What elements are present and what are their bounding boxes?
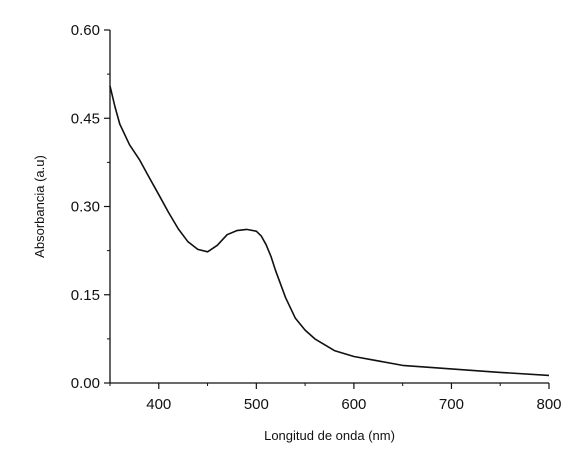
y-tick-label: 0.60 bbox=[71, 22, 100, 39]
y-tick-label: 0.30 bbox=[71, 199, 100, 216]
x-tick-label: 800 bbox=[536, 396, 561, 413]
x-axis-title: Longitud de onda (nm) bbox=[264, 428, 395, 443]
x-tick-label: 400 bbox=[146, 396, 171, 413]
x-tick-label: 600 bbox=[341, 396, 366, 413]
x-tick-label: 500 bbox=[244, 396, 269, 413]
y-tick-label: 0.15 bbox=[71, 287, 100, 304]
y-axis-title: Absorbancia (a.u) bbox=[32, 155, 47, 258]
x-tick-label: 700 bbox=[439, 396, 464, 413]
y-tick-label: 0.00 bbox=[71, 375, 100, 392]
axes: 400 500 600 700 800 0.00 0.15 0.30 0.45 0.60 bbox=[71, 22, 562, 413]
y-tick-label: 0.45 bbox=[71, 110, 100, 127]
absorbance-series-line bbox=[109, 85, 550, 377]
plot-area bbox=[109, 85, 550, 377]
